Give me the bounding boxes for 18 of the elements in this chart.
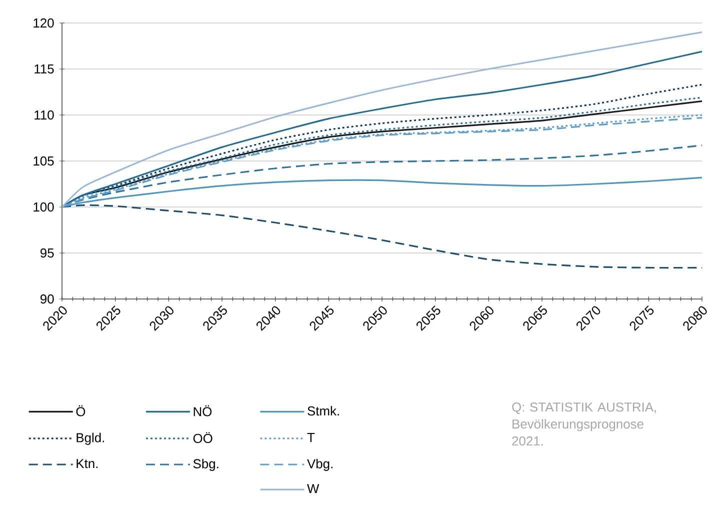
legend-label: T xyxy=(307,433,315,442)
y-tick-label: 115 xyxy=(34,64,54,74)
y-tick-label: 90 xyxy=(40,294,54,304)
legend-label: Bgld. xyxy=(76,432,104,445)
y-tick-label: 95 xyxy=(40,248,54,258)
legend-label: OÖ xyxy=(193,432,212,444)
legend-label: Ktn. xyxy=(76,459,98,468)
legend-label: Vbg. xyxy=(307,458,332,471)
text: Q: STATISTIK AUSTRIA, Bevölkerungsprognose 2021. xyxy=(512,402,656,446)
legend-label: NÖ xyxy=(194,405,212,416)
y-tick-label: 105 xyxy=(34,156,54,166)
y-tick-label: 110 xyxy=(34,110,54,120)
legend-label: Ö xyxy=(76,405,86,416)
legend-label: W xyxy=(307,484,320,494)
y-tick-label: 120 xyxy=(34,18,54,28)
y-tick-label: 100 xyxy=(34,202,54,212)
legend-label: Stmk. xyxy=(308,406,339,416)
legend-label: Sbg. xyxy=(193,458,218,471)
